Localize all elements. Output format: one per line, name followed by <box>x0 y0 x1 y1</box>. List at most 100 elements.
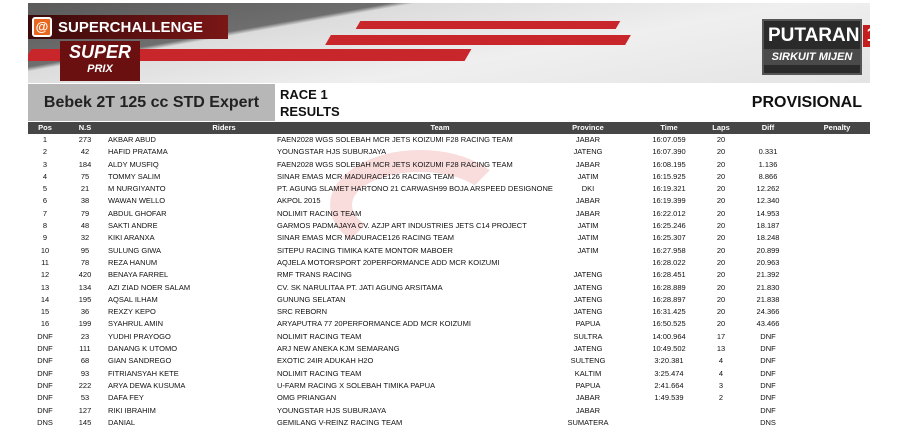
cell-rider: GIAN SANDREGO <box>108 356 172 366</box>
cell-rider: TOMMY SALIM <box>108 171 161 181</box>
status-label: PROVISIONAL <box>751 94 862 111</box>
brand-mark-icon: @ <box>32 17 52 37</box>
cell-province: JATENG <box>573 294 603 304</box>
table-row: DNF 127 RIKI IBRAHIM YOUNGSTAR HJS SUBURJAY… <box>28 405 870 417</box>
cell-province: JATENG <box>573 282 603 292</box>
cell-diff: DNF <box>760 344 776 354</box>
cell-number: 93 <box>80 368 90 378</box>
cell-team: EXOTIC 24IR ADUKAH H2O <box>277 356 374 366</box>
table-row: 5 21 M NURGIYANTO PT. AGUNG SLAMET HARTONO … <box>28 183 870 195</box>
cell-team: NOLIMIT RACING TEAM <box>277 208 362 218</box>
cell-laps: 4 <box>718 356 724 366</box>
cell-laps: 13 <box>716 344 726 354</box>
cell-province: SULTENG <box>570 356 606 366</box>
cell-laps: 20 <box>716 319 726 329</box>
cell-time: 16:28.022 <box>652 257 686 267</box>
cell-team: AQJELA MOTORSPORT 20PERFORMANCE ADD MCR … <box>277 257 500 267</box>
table-row: 16 199 SYAHRUL AMIN ARYAPUTRA 77 20PERFORMA… <box>28 318 870 330</box>
superchallenge-logo: @ SUPERCHALLENGE SUPER PRIX <box>28 11 248 83</box>
cell-team: NOLIMIT RACING TEAM <box>277 368 362 378</box>
cell-province: PAPUA <box>575 319 601 329</box>
round-badge: PUTARAN1 SIRKUIT MIJEN <box>762 19 870 75</box>
cell-pos: 9 <box>42 233 48 243</box>
cell-number: 184 <box>78 159 92 169</box>
cell-province: SULTRA <box>573 331 603 341</box>
cell-rider: DANIAL <box>108 417 136 427</box>
cell-diff: DNF <box>760 356 776 366</box>
cell-number: 78 <box>80 257 90 267</box>
results-table: 1 273 AKBAR ABUD FAEN2028 WGS SOLEBAH MCR J… <box>28 134 870 429</box>
cell-diff: 24.366 <box>756 307 780 317</box>
cell-team: GUNUNG SELATAN <box>277 294 346 304</box>
cell-team: SITEPU RACING TIMIKA KATE MONTOR MABOER <box>277 245 453 255</box>
cell-diff: 1.136 <box>758 159 778 169</box>
cell-number: 273 <box>78 135 92 144</box>
cell-province: KALTIM <box>574 368 602 378</box>
cell-time: 16:28.451 <box>652 270 686 280</box>
cell-laps: 20 <box>716 294 726 304</box>
cell-diff: 18.248 <box>756 233 780 243</box>
cell-number: 145 <box>78 417 92 427</box>
cell-rider: YUDHI PRAYOGO <box>108 331 171 341</box>
cell-pos: DNF <box>37 368 53 378</box>
table-row: DNF 23 YUDHI PRAYOGO NOLIMIT RACING TEAM SUL… <box>28 331 870 343</box>
cell-diff: DNS <box>760 417 776 427</box>
cell-diff: 12.262 <box>756 184 780 194</box>
cell-laps: 20 <box>716 184 726 194</box>
cell-time: 16:25.307 <box>652 233 686 243</box>
cell-province: JABAR <box>575 405 601 415</box>
cell-time: 2:41.664 <box>654 380 684 390</box>
table-row: 2 42 HAFID PRATAMA YOUNGSTAR HJS SUBURJAYA J… <box>28 146 870 158</box>
table-row: 1 273 AKBAR ABUD FAEN2028 WGS SOLEBAH MCR J… <box>28 134 870 146</box>
cell-laps: 20 <box>716 135 726 144</box>
cell-rider: M NURGIYANTO <box>108 184 166 194</box>
cell-rider: DAFA FEY <box>108 393 144 403</box>
cell-pos: 13 <box>40 282 50 292</box>
cell-team: CV. SK NARULITAA PT. JATI AGUNG ARSITAMA <box>277 282 443 292</box>
column-header-penalty: Penalty <box>823 123 851 132</box>
cell-pos: 10 <box>40 245 50 255</box>
cell-team: FAEN2028 WGS SOLEBAH MCR JETS KOIZUMI F2… <box>277 135 513 144</box>
cell-laps: 20 <box>716 245 726 255</box>
cell-diff: 21.830 <box>756 282 780 292</box>
cell-number: 222 <box>78 380 92 390</box>
cell-diff: DNF <box>760 368 776 378</box>
cell-pos: DNF <box>37 380 53 390</box>
cell-pos: 2 <box>42 147 48 157</box>
cell-pos: DNF <box>37 393 53 403</box>
cell-province: JATIM <box>577 221 599 231</box>
cell-team: AKPOL 2015 <box>277 196 321 206</box>
column-header-time: Time <box>660 123 678 132</box>
cell-team: OMG PRIANGAN <box>277 393 337 403</box>
cell-time: 16:28.889 <box>652 282 686 292</box>
cell-diff: 20.963 <box>756 257 780 267</box>
cell-time: 16:22.012 <box>652 208 686 218</box>
cell-province: JABAR <box>575 196 601 206</box>
table-header: Pos N.S Riders Team Province Time Laps Diff Pena… <box>28 122 870 134</box>
cell-province: JABAR <box>575 208 601 218</box>
cell-rider: AQSAL ILHAM <box>108 294 158 304</box>
cell-laps: 20 <box>716 282 726 292</box>
cell-rider: RIKI IBRAHIM <box>108 405 156 415</box>
cell-team: SRC REBORN <box>277 307 328 317</box>
cell-laps: 20 <box>716 196 726 206</box>
cell-time: 16:27.958 <box>652 245 686 255</box>
cell-time: 16:31.425 <box>652 307 686 317</box>
cell-number: 42 <box>80 147 90 157</box>
cell-number: 111 <box>79 344 91 354</box>
cell-laps: 20 <box>716 307 726 317</box>
cell-pos: 15 <box>40 307 50 317</box>
cell-time: 14:00.964 <box>652 331 686 341</box>
column-header-laps: Laps <box>712 123 730 132</box>
cell-rider: ABDUL GHOFAR <box>108 208 167 218</box>
cell-rider: SAKTI ANDRE <box>108 221 158 231</box>
cell-time: 16:28.897 <box>652 294 686 304</box>
cell-diff: 0.331 <box>758 147 778 157</box>
cell-number: 127 <box>78 405 92 415</box>
cell-team: FAEN2028 WGS SOLEBAH MCR JETS KOIZUMI F2… <box>277 159 513 169</box>
cell-rider: WAWAN WELLO <box>108 196 166 206</box>
cell-diff: 12.340 <box>756 196 780 206</box>
cell-rider: SYAHRUL AMIN <box>108 319 164 329</box>
cell-team: NOLIMIT RACING TEAM <box>277 331 362 341</box>
